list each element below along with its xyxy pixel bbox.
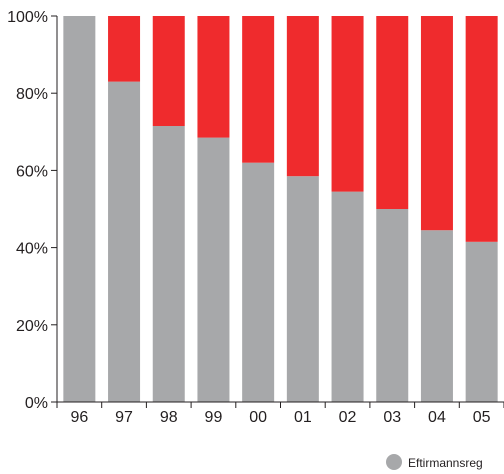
legend-swatch	[386, 454, 402, 470]
y-tick-label: 20%	[16, 318, 48, 335]
x-tick-label: 00	[249, 409, 267, 426]
y-tick-label: 40%	[16, 241, 48, 258]
bar-segment-gray-02	[331, 191, 364, 402]
bar-segment-red-00	[242, 16, 275, 163]
bar-segment-gray-03	[376, 209, 409, 402]
x-tick-label: 05	[473, 409, 491, 426]
bar-segment-red-03	[376, 16, 409, 209]
bar-segment-gray-98	[152, 126, 185, 402]
y-tick-label: 80%	[16, 86, 48, 103]
bar-segment-gray-01	[286, 176, 319, 402]
bar-segment-red-97	[108, 16, 141, 82]
x-tick-label: 99	[205, 409, 223, 426]
legend-label: Eftirmannsreg	[408, 456, 483, 470]
y-tick-label: 60%	[16, 163, 48, 180]
bar-segment-gray-05	[465, 241, 498, 402]
bar-segment-red-98	[152, 16, 185, 127]
bar-segment-gray-04	[420, 230, 453, 402]
x-tick-label: 01	[294, 409, 312, 426]
x-tick-label: 03	[383, 409, 401, 426]
x-tick-label: 96	[70, 409, 88, 426]
legend: Eftirmannsreg	[386, 454, 483, 470]
bar-segment-gray-97	[108, 81, 141, 403]
bar-segment-gray-99	[197, 137, 230, 402]
y-axis: 0% 20% 40% 60% 80% 100%	[7, 9, 58, 412]
x-tick-label: 04	[428, 409, 446, 426]
y-tick-label: 0%	[25, 395, 48, 412]
bars	[63, 16, 498, 403]
bar-segment-gray-00	[242, 162, 275, 402]
bar-segment-gray-96	[63, 16, 96, 402]
x-tick-label: 97	[115, 409, 133, 426]
bar-segment-red-99	[197, 16, 230, 138]
bar-segment-red-05	[465, 16, 498, 242]
x-axis: 96 97 98 99 00 01 02 03 04 05	[56, 401, 504, 426]
bar-segment-red-01	[286, 16, 319, 177]
y-tick-label: 100%	[7, 9, 48, 26]
x-tick-label: 02	[339, 409, 357, 426]
bar-segment-red-04	[420, 16, 453, 231]
bar-segment-red-02	[331, 16, 364, 192]
x-tick-label: 98	[160, 409, 178, 426]
